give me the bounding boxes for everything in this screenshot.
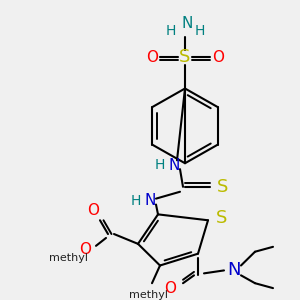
Text: N: N — [181, 16, 193, 31]
Text: O: O — [79, 242, 91, 257]
Text: H: H — [195, 25, 205, 38]
Text: N: N — [144, 193, 156, 208]
Text: methyl: methyl — [49, 253, 88, 262]
Text: O: O — [87, 203, 99, 218]
Text: O: O — [164, 280, 176, 296]
Text: O: O — [212, 50, 224, 64]
Text: N: N — [227, 261, 241, 279]
Text: O: O — [146, 50, 158, 64]
Text: H: H — [155, 158, 165, 172]
Text: H: H — [131, 194, 141, 208]
Text: H: H — [166, 25, 176, 38]
Text: S: S — [179, 48, 191, 66]
Text: N: N — [168, 158, 180, 173]
Text: methyl: methyl — [128, 290, 167, 300]
Text: S: S — [216, 209, 228, 227]
Text: S: S — [217, 178, 229, 196]
